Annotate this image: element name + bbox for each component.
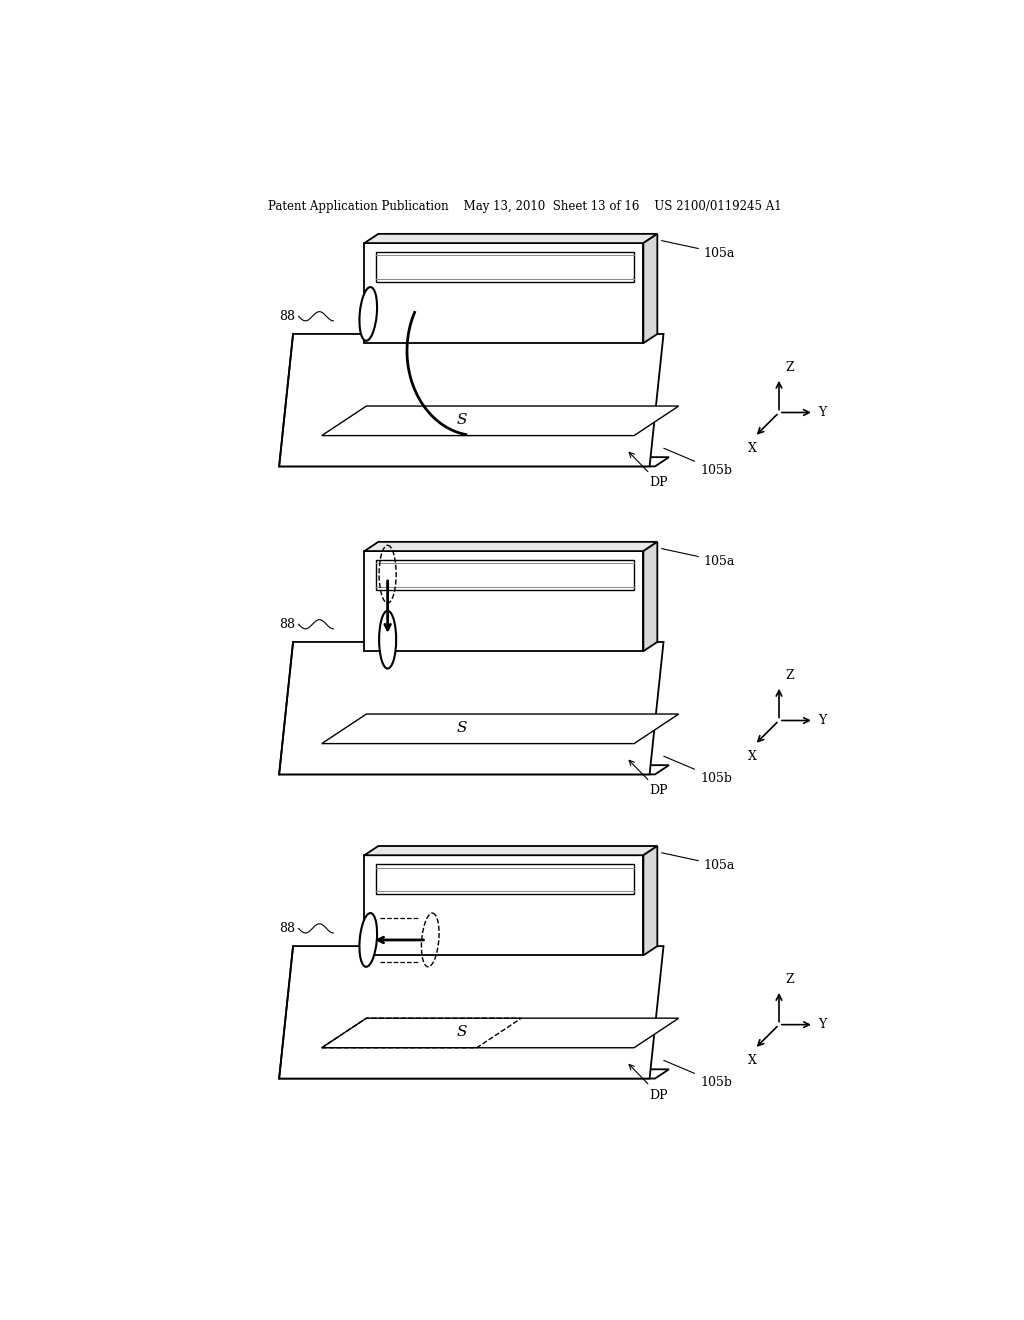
Polygon shape xyxy=(365,234,657,243)
Text: 105a: 105a xyxy=(662,240,735,260)
Text: Z: Z xyxy=(785,360,794,374)
Polygon shape xyxy=(376,865,634,894)
Text: 88: 88 xyxy=(279,310,295,323)
Text: FIG.17C: FIG.17C xyxy=(413,866,495,883)
Polygon shape xyxy=(376,252,634,281)
Text: Patent Application Publication    May 13, 2010  Sheet 13 of 16    US 2100/011924: Patent Application Publication May 13, 2… xyxy=(268,199,781,213)
Text: X: X xyxy=(749,750,758,763)
Polygon shape xyxy=(365,846,657,855)
Text: DP: DP xyxy=(629,1064,669,1102)
Text: S: S xyxy=(457,413,468,428)
Text: Z: Z xyxy=(785,973,794,986)
Polygon shape xyxy=(376,560,634,590)
Polygon shape xyxy=(365,552,643,651)
Text: X: X xyxy=(749,442,758,455)
Text: 105b: 105b xyxy=(664,1060,732,1089)
Polygon shape xyxy=(365,243,643,343)
Text: X: X xyxy=(749,1055,758,1067)
Text: DP: DP xyxy=(629,453,669,490)
Text: Y: Y xyxy=(818,714,826,727)
Polygon shape xyxy=(322,714,679,743)
Polygon shape xyxy=(280,334,664,466)
Ellipse shape xyxy=(359,913,377,966)
Polygon shape xyxy=(643,234,657,343)
Text: 88: 88 xyxy=(279,618,295,631)
Text: 105b: 105b xyxy=(664,449,732,477)
Text: Z: Z xyxy=(785,669,794,682)
Polygon shape xyxy=(365,543,657,552)
Text: 105a: 105a xyxy=(662,549,735,568)
Ellipse shape xyxy=(359,286,377,341)
Text: FIG.17B: FIG.17B xyxy=(413,565,495,583)
Text: Y: Y xyxy=(818,407,826,418)
Text: Y: Y xyxy=(818,1018,826,1031)
Polygon shape xyxy=(643,543,657,651)
Polygon shape xyxy=(280,766,669,775)
Text: 105b: 105b xyxy=(664,756,732,785)
Ellipse shape xyxy=(379,611,396,668)
Polygon shape xyxy=(365,855,643,956)
Polygon shape xyxy=(280,457,669,466)
Text: S: S xyxy=(457,721,468,735)
Polygon shape xyxy=(643,846,657,956)
Polygon shape xyxy=(280,946,664,1078)
Text: S: S xyxy=(457,1026,468,1039)
Polygon shape xyxy=(280,1069,669,1078)
Polygon shape xyxy=(322,1018,679,1048)
Text: FIG.17A: FIG.17A xyxy=(413,257,495,275)
Polygon shape xyxy=(322,407,679,436)
Polygon shape xyxy=(280,642,664,775)
Text: 88: 88 xyxy=(279,921,295,935)
Text: 105a: 105a xyxy=(662,853,735,871)
Text: DP: DP xyxy=(629,760,669,797)
